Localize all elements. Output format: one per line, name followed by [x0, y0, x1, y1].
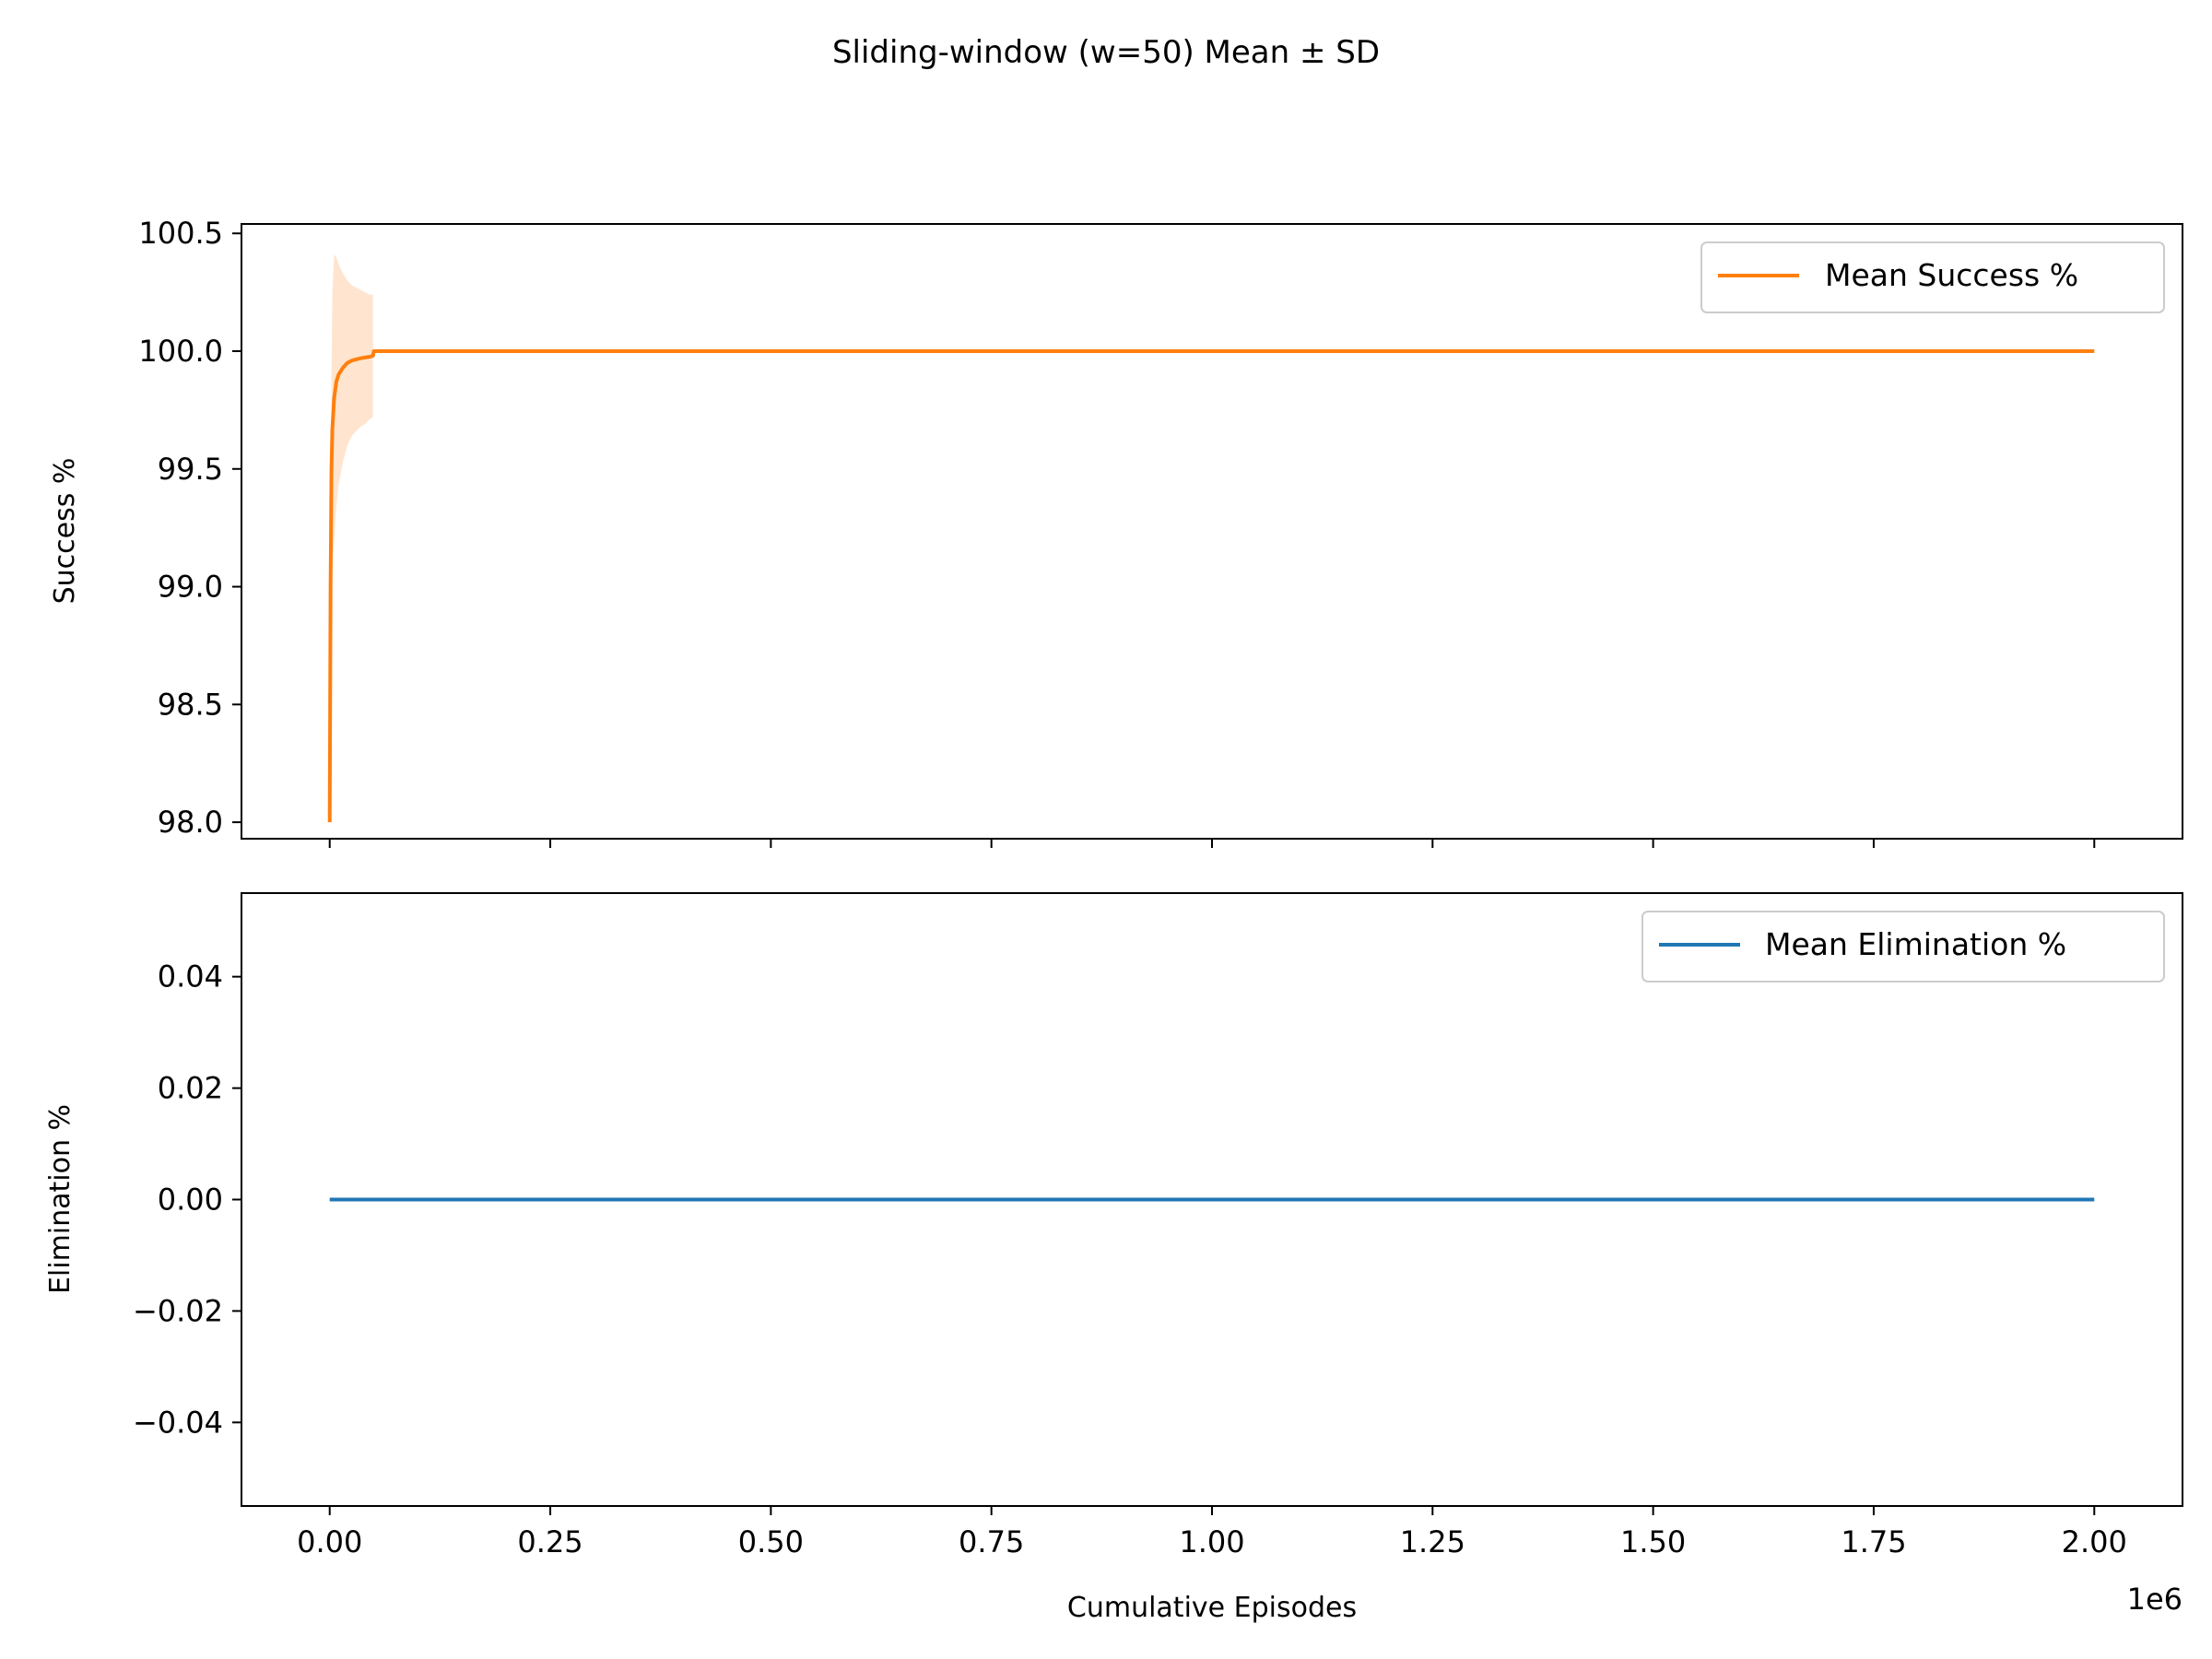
x-tick-label: 1.00 [1179, 1524, 1244, 1559]
success-y-tick-label: 99.5 [158, 452, 223, 487]
x-tick-label: 0.75 [959, 1524, 1024, 1559]
x-tick-label: 1.25 [1400, 1524, 1465, 1559]
x-axis-label: Cumulative Episodes [1067, 1592, 1357, 1624]
elimination-legend: Mean Elimination % [1641, 911, 2165, 982]
success-legend: Mean Success % [1700, 241, 2165, 313]
elimination-y-tick-label: −0.02 [133, 1293, 223, 1328]
elimination-x-ticks: 0.00 0.25 0.50 0.75 1.00 1.25 1.50 1.75 2.00 [297, 1506, 2127, 1559]
success-y-tick-label: 98.5 [158, 687, 223, 722]
elimination-y-axis-label: Elimination % [44, 1104, 76, 1294]
x-tick-label: 0.00 [297, 1524, 362, 1559]
elimination-y-tick-label: 0.02 [158, 1071, 223, 1106]
x-tick-label: 0.25 [517, 1524, 582, 1559]
elimination-legend-label: Mean Elimination % [1765, 926, 2066, 962]
elimination-y-ticks: −0.04 −0.02 0.00 0.02 0.04 [133, 959, 241, 1440]
elimination-y-tick-label: −0.04 [133, 1405, 223, 1440]
elimination-legend-box [1641, 911, 2165, 982]
x-tick-label: 2.00 [2062, 1524, 2127, 1559]
success-legend-label: Mean Success % [1825, 257, 2078, 293]
x-tick-label: 0.50 [738, 1524, 804, 1559]
success-y-tick-label: 99.0 [158, 570, 223, 605]
success-subplot: 98.0 98.5 99.0 99.5 100.0 100.5 Success % Mea… [49, 216, 2183, 848]
success-y-tick-label: 100.0 [138, 334, 223, 369]
success-y-axis-label: Success % [49, 458, 81, 605]
elimination-subplot: 0.00 0.25 0.50 0.75 1.00 1.25 1.50 1.75 2.00 −0.… [44, 892, 2183, 1624]
success-y-tick-label: 98.0 [158, 805, 223, 840]
success-mean-line [327, 349, 2095, 823]
success-sd-band [331, 254, 373, 566]
x-tick-label: 1.50 [1620, 1524, 1686, 1559]
elimination-y-tick-label: 0.04 [158, 959, 223, 994]
success-line-layer [327, 349, 2095, 823]
success-y-ticks: 98.0 98.5 99.0 99.5 100.0 100.5 [138, 216, 241, 840]
success-sd-band-layer [331, 254, 373, 566]
success-legend-box [1700, 241, 2165, 313]
success-x-ticks [328, 839, 2096, 848]
x-tick-label: 1.75 [1841, 1524, 1906, 1559]
figure-suptitle: Sliding-window (w=50) Mean ± SD [832, 34, 1380, 71]
x-axis-offset-label: 1e6 [2127, 1582, 2183, 1617]
success-y-tick-label: 100.5 [138, 216, 223, 251]
elimination-y-tick-label: 0.00 [158, 1182, 223, 1218]
